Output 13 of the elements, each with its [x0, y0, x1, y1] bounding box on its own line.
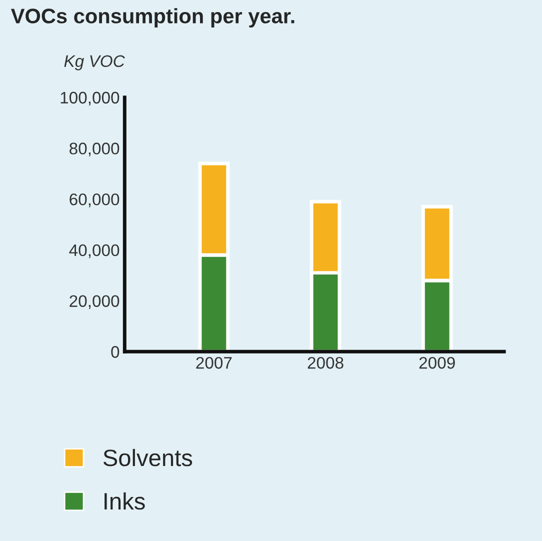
y-tick-label: 20,000 [70, 295, 120, 309]
legend-label: Inks [104, 492, 145, 510]
legend-label: Solvents [103, 448, 192, 466]
y-tick-label: 40,000 [69, 244, 120, 258]
y-axis-title: Kg VOC [64, 55, 125, 70]
x-tick-label: 2007 [196, 356, 232, 369]
y-tick-label: 100,000 [60, 92, 120, 106]
y-tick-label: 0 [111, 346, 120, 358]
y-tick-label: 80,000 [70, 142, 120, 156]
x-tick-label: 2008 [308, 356, 344, 369]
chart-title: VOCs consumption per year. [10, 8, 294, 28]
x-tick-label: 2009 [419, 356, 455, 369]
y-tick-label: 60,000 [70, 193, 120, 208]
